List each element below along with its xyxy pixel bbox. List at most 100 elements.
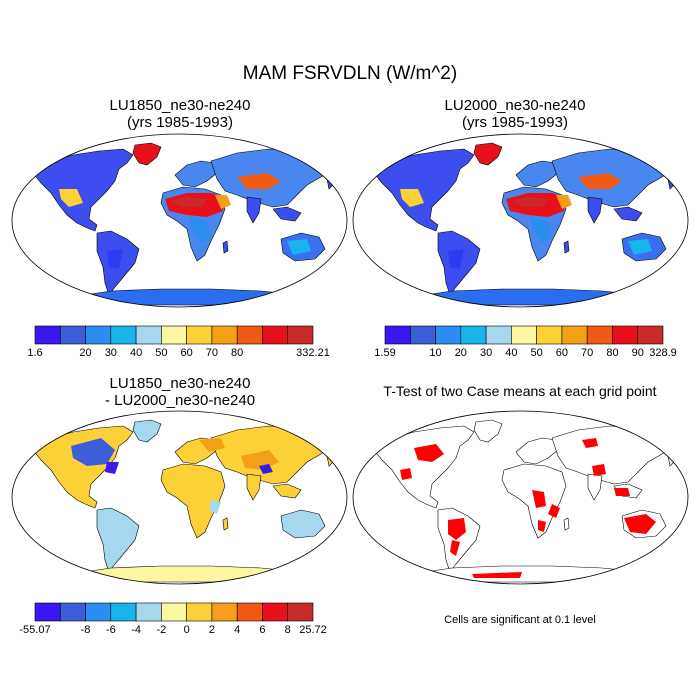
colorbar-lu1850-labels: 1.6 20 30 40 50 60 70 80 332.21 [27, 347, 329, 361]
low-samerica [448, 249, 464, 269]
colorbar-tick-label: 70 [581, 347, 594, 359]
land-seAsia [272, 483, 302, 499]
colorbar-swatch [110, 602, 137, 622]
colorbar-swatch [236, 602, 263, 622]
colorbar-tick-label: 2 [208, 624, 215, 636]
colorbar-tick-label: 80 [606, 347, 619, 359]
land-india [246, 473, 262, 501]
colorbar-swatch [287, 602, 314, 622]
panel-3-title: LU1850_ne30-ne240 - LU2000_ne30-ne240 [40, 375, 320, 409]
map-clip-group [32, 142, 334, 306]
colorbar-tick-label: -55.07 [19, 624, 51, 636]
colorbar-tick-label: 70 [205, 347, 219, 359]
colorbar-tick-label: 10 [429, 347, 442, 359]
colorbar-swatch [262, 602, 289, 622]
panel-3-title-line2: - LU2000_ne30-ne240 [104, 392, 256, 409]
map-panel-ttest [352, 410, 689, 585]
land-northAmerica [32, 148, 134, 232]
land-europe [174, 160, 218, 188]
land-madagascar [563, 240, 570, 254]
colorbar-tick-label: 50 [155, 347, 168, 359]
significant-region [448, 518, 466, 540]
significant-region [548, 504, 560, 518]
colorbar-swatch [612, 325, 639, 345]
land-northAmerica [373, 148, 475, 232]
land-antarctica [70, 288, 302, 306]
colorbar-swatch [186, 602, 213, 622]
mid-africa [189, 217, 211, 243]
neg-asia [259, 464, 273, 474]
colorbar-swatch [637, 325, 664, 345]
colorbar-swatch [186, 325, 213, 345]
colorbar-swatch [59, 325, 86, 345]
land-greenland [473, 419, 503, 443]
colorbar-tick-label: -4 [131, 624, 141, 636]
significant-region [532, 490, 546, 508]
land-antarctica [70, 565, 302, 583]
colorbar-swatch [161, 602, 187, 622]
land-india [587, 196, 603, 224]
peak-sahara [512, 197, 548, 207]
high-centralasia [237, 173, 281, 189]
panel-2-title-line2: (yrs 1985-1993) [462, 114, 568, 131]
mid-australia [628, 239, 652, 255]
mid-africa [530, 217, 552, 243]
land-australia [280, 509, 326, 539]
colorbar-tick-label: 25.72 [299, 624, 327, 636]
colorbar-tick-label: 30 [104, 347, 117, 359]
colorbar-difference [34, 602, 314, 622]
colorbar-tick-label: -6 [105, 624, 116, 636]
colorbar-swatch [110, 325, 137, 345]
neg-hudson [105, 462, 119, 474]
colorbar-swatch [262, 325, 289, 345]
colorbar-swatch [561, 325, 588, 345]
colorbar-swatch [485, 325, 512, 345]
colorbar-tick-label: 90 [631, 347, 644, 359]
colorbar-tick-label: 40 [505, 347, 518, 359]
map-panel-lu1850 [11, 133, 348, 308]
map-clip-group [32, 419, 334, 583]
colorbar-tick-label: 50 [530, 347, 543, 359]
mid-australia [287, 239, 311, 255]
significant-region [592, 464, 606, 476]
significant-region [472, 572, 522, 578]
mid-namerica [400, 189, 424, 207]
colorbar-tick-label: 1.59 [374, 347, 396, 359]
colorbar-swatch [135, 325, 162, 345]
colorbar-tick-label: -2 [156, 624, 167, 636]
neg-namerica [71, 438, 115, 466]
colorbar-swatch [211, 602, 238, 622]
land-madagascar [222, 517, 229, 531]
high-centralasia [578, 173, 622, 189]
panel-4-title-line1: T-Test of two Case means at each grid po… [383, 383, 657, 399]
land-india [587, 473, 603, 501]
colorbar-swatch [59, 602, 86, 622]
land-southAmerica [96, 507, 140, 573]
colorbar-swatch [85, 602, 112, 622]
map-clip-group [373, 419, 675, 583]
significant-region [614, 488, 630, 496]
significant-region [414, 444, 444, 462]
significant-region [450, 540, 460, 556]
map-border [352, 410, 689, 585]
colorbar-tick-label: 332.21 [296, 347, 330, 359]
low-samerica [107, 249, 123, 269]
significant-region [624, 514, 656, 534]
colorbar-swatch [34, 325, 61, 345]
colorbar-swatch [384, 325, 411, 345]
land-seAsia [613, 206, 643, 222]
panel-2-title: LU2000_ne30-ne240 (yrs 1985-1993) [375, 97, 655, 131]
land-northAmerica [373, 425, 475, 509]
panel-1-title-line1: LU1850_ne30-ne240 [109, 97, 251, 114]
panel-3-title-line1: LU1850_ne30-ne240 [109, 375, 251, 392]
land-antarctica [411, 288, 643, 306]
land-greenland [132, 419, 162, 443]
land-madagascar [563, 517, 570, 531]
colorbar-swatch [34, 602, 61, 622]
land-madagascar [222, 240, 229, 254]
colorbar-tick-label: 328.9 [649, 347, 677, 359]
colorbar-swatch [287, 325, 314, 345]
colorbar-tick-label: 30 [479, 347, 493, 359]
neg-eafrica [209, 500, 221, 514]
colorbar-difference-labels: -55.07 -8 -6 -4 -2 0 2 4 6 8 25.72 [19, 624, 326, 638]
